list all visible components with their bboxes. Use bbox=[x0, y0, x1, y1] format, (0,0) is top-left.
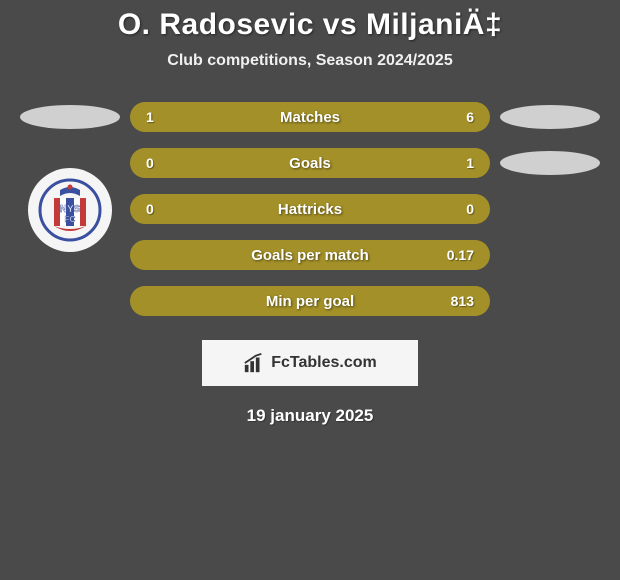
stat-row-gpm: Goals per match 0.17 bbox=[0, 238, 620, 272]
stat-value-right: 0.17 bbox=[444, 247, 474, 263]
svg-text:NYS: NYS bbox=[60, 204, 81, 215]
stat-value-right: 6 bbox=[444, 109, 474, 125]
stat-bar: 0 Goals 1 bbox=[130, 148, 490, 178]
stat-bar: Min per goal 813 bbox=[130, 286, 490, 316]
svg-text:FC: FC bbox=[65, 215, 76, 224]
right-avatar-placeholder bbox=[490, 105, 610, 129]
stat-bar: 0 Hattricks 0 bbox=[130, 194, 490, 224]
stat-label: Min per goal bbox=[266, 293, 354, 310]
right-avatar-placeholder bbox=[490, 151, 610, 175]
ellipse-icon bbox=[500, 105, 600, 129]
stat-label: Hattricks bbox=[278, 201, 342, 218]
stat-value-right: 1 bbox=[444, 155, 474, 171]
subtitle: Club competitions, Season 2024/2025 bbox=[0, 52, 620, 70]
stat-value-left: 1 bbox=[146, 109, 176, 125]
stat-bar: 1 Matches 6 bbox=[130, 102, 490, 132]
brand-badge: FcTables.com bbox=[202, 340, 418, 386]
stat-value-left: 0 bbox=[146, 201, 176, 217]
brand-text: FcTables.com bbox=[271, 354, 377, 372]
page-title: O. Radosevic vs MiljaniÄ‡ bbox=[0, 8, 620, 42]
stat-label: Goals per match bbox=[251, 247, 369, 264]
left-avatar-placeholder bbox=[10, 105, 130, 129]
stat-bar: Goals per match 0.17 bbox=[130, 240, 490, 270]
stat-value-left: 0 bbox=[146, 155, 176, 171]
stat-row-mpg: Min per goal 813 bbox=[0, 284, 620, 318]
stat-label: Goals bbox=[289, 155, 331, 172]
stat-label: Matches bbox=[280, 109, 340, 126]
stat-value-right: 0 bbox=[444, 201, 474, 217]
stat-value-right: 813 bbox=[444, 293, 474, 309]
date-text: 19 january 2025 bbox=[0, 406, 620, 426]
ellipse-icon bbox=[20, 105, 120, 129]
ellipse-icon bbox=[500, 151, 600, 175]
stat-row-matches: 1 Matches 6 bbox=[0, 100, 620, 134]
chart-icon bbox=[243, 352, 265, 374]
stat-row-hattricks: NYS FC 0 Hattricks 0 bbox=[0, 192, 620, 226]
